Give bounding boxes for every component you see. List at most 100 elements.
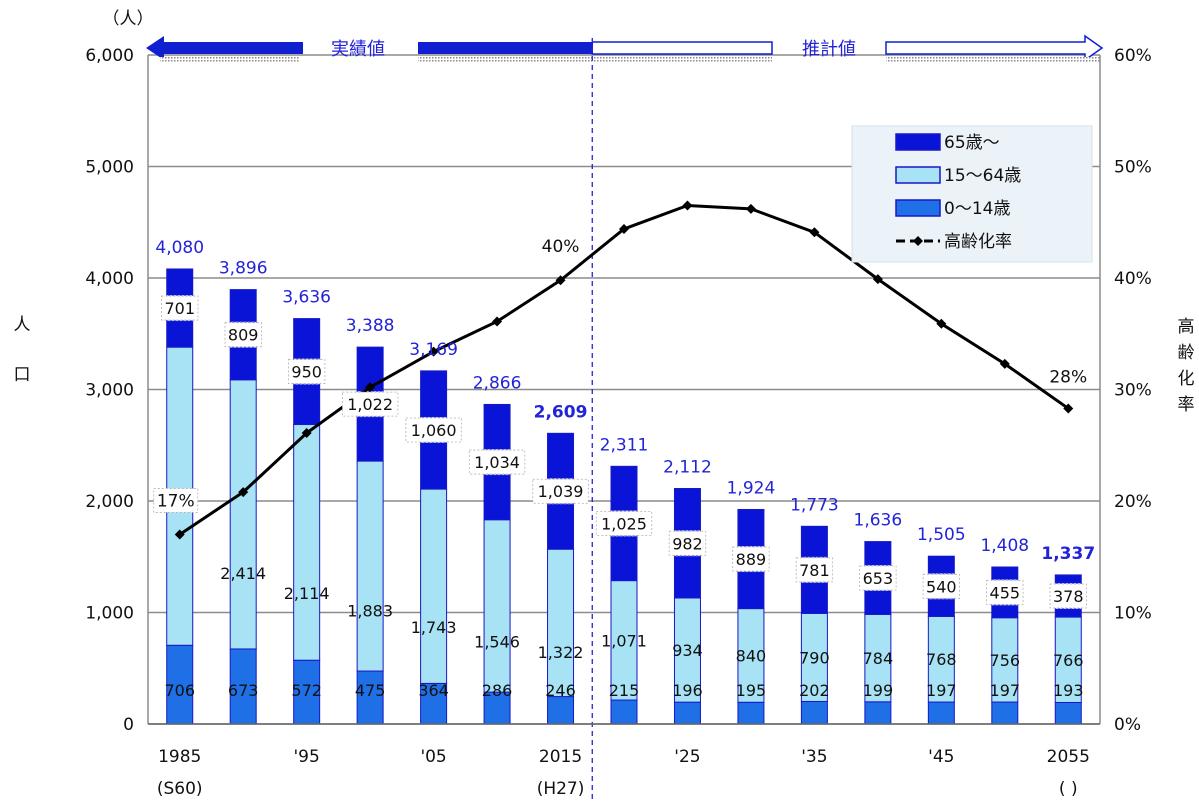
value-label-box — [468, 449, 526, 475]
y-right-tick-label: 0% — [1114, 715, 1141, 735]
total-label: 1,505 — [917, 525, 966, 545]
bar-0-14 — [991, 701, 1019, 725]
bar-0-14 — [1054, 701, 1082, 725]
value-label-65-plus: 982 — [672, 534, 703, 553]
value-label-65-plus: 653 — [863, 569, 894, 588]
x-tick-label: '25 — [674, 747, 700, 767]
total-label: 3,388 — [346, 316, 395, 336]
bar-15-64 — [483, 519, 511, 693]
y-right-axis-label: 化 — [1178, 369, 1195, 389]
bar-15-64 — [610, 580, 638, 701]
y-left-tick-label: 5,000 — [85, 158, 134, 178]
actual-arrow-bar — [418, 42, 593, 54]
bar-15-64 — [800, 612, 828, 702]
value-label-65-plus: 950 — [291, 363, 322, 382]
value-label-box — [1049, 583, 1087, 609]
rate-label-box — [153, 488, 199, 513]
bar-0-14 — [483, 691, 511, 725]
value-label-box — [595, 511, 653, 536]
bar-0-14 — [927, 701, 955, 725]
x-tick-label: '95 — [294, 747, 320, 767]
period-arrows: 実績値 推計値 — [146, 34, 1104, 63]
legend-swatch — [895, 199, 941, 217]
rate-label: 40% — [542, 237, 580, 257]
value-label-15-64: 768 — [926, 650, 957, 669]
value-labels: 706 701 4,080 673 2,414 809 3,896 572 2,114 950 3,… — [153, 237, 1095, 700]
value-label-15-64: 1,546 — [474, 632, 520, 651]
value-label-box — [288, 359, 326, 384]
value-label-15-64: 2,414 — [220, 564, 266, 583]
y-right-axis-label: 高 — [1178, 317, 1195, 337]
value-label-65-plus: 1,022 — [347, 395, 393, 414]
value-label-65-plus: 781 — [799, 561, 830, 580]
y-right-tick-label: 40% — [1114, 269, 1152, 289]
legend-swatch — [895, 166, 941, 184]
value-label-0-14: 195 — [736, 681, 767, 700]
value-label-65-plus: 1,025 — [601, 514, 647, 533]
value-label-box — [859, 565, 897, 591]
aging-rate-marker — [1063, 403, 1074, 414]
bar-15-64 — [547, 548, 575, 698]
bar-0-14 — [610, 699, 638, 725]
total-label: 3,636 — [282, 288, 331, 308]
value-label-15-64: 934 — [672, 641, 703, 660]
total-label: 1,773 — [790, 495, 839, 515]
legend-label: 0〜14歳 — [944, 199, 1010, 219]
value-label-65-plus: 701 — [164, 299, 195, 318]
actual-label: 実績値 — [331, 39, 385, 60]
value-label-0-14: 202 — [799, 681, 830, 700]
aging-rate-line — [174, 200, 1074, 540]
y-left-axis-label: 口 — [14, 365, 31, 385]
value-label-box — [668, 530, 707, 556]
y-left-tick-label: 0 — [123, 715, 134, 735]
total-label: 1,636 — [854, 511, 903, 531]
value-label-65-plus: 1,039 — [538, 482, 584, 501]
aging-rate-marker — [999, 358, 1010, 369]
aging-rate-marker — [555, 275, 566, 286]
value-label-15-64: 784 — [863, 649, 894, 668]
value-label-box — [405, 417, 462, 443]
value-label-0-14: 475 — [355, 681, 386, 700]
legend-box — [851, 125, 1093, 263]
bar-0-14 — [420, 682, 448, 725]
value-label-15-64: 1,743 — [411, 618, 457, 637]
value-label-0-14: 193 — [1053, 681, 1084, 700]
total-label: 3,896 — [219, 259, 268, 279]
x-tick-label: '05 — [420, 747, 446, 767]
value-label-65-plus: 889 — [736, 550, 767, 569]
x-tick-label: '35 — [801, 747, 827, 767]
bar-0-14 — [673, 701, 701, 725]
bar-0-14 — [229, 648, 257, 725]
total-label: 2,866 — [473, 373, 522, 393]
total-label: 2,311 — [600, 435, 649, 455]
x-tick-label: '45 — [928, 747, 954, 767]
y-left-tick-label: 2,000 — [85, 492, 134, 512]
value-label-0-14: 215 — [609, 681, 640, 700]
bar-0-14 — [356, 670, 384, 725]
value-label-65-plus: 1,034 — [474, 453, 520, 472]
value-label-65-plus: 378 — [1053, 587, 1084, 606]
bar-15-64 — [420, 488, 448, 684]
bar-15-64 — [229, 379, 257, 650]
projected-label: 推計値 — [802, 39, 856, 60]
y-left-tick-label: 1,000 — [85, 604, 134, 624]
aging-rate-marker — [872, 274, 883, 285]
aging-rate-marker — [238, 487, 249, 498]
total-label: 2,112 — [663, 458, 712, 478]
value-label-box — [732, 546, 770, 572]
value-label-0-14: 246 — [545, 681, 576, 700]
value-label-0-14: 197 — [990, 681, 1021, 700]
total-label: 4,080 — [155, 238, 204, 258]
axes: 0 1,000 2,000 3,000 4,000 5,000 6,000 （人） 人口 0% 10… — [14, 9, 1195, 799]
legend-line-marker — [913, 236, 923, 246]
aging-rate-marker — [619, 223, 629, 234]
bar-15-64 — [293, 424, 321, 661]
bar-15-64 — [356, 460, 384, 672]
value-label-15-64: 2,114 — [284, 584, 330, 603]
actual-arrow-head — [146, 36, 303, 60]
value-label-0-14: 197 — [926, 681, 957, 700]
bar-0-14 — [864, 701, 892, 725]
value-label-65-plus: 1,060 — [411, 421, 457, 440]
y-left-tick-label: 3,000 — [85, 381, 134, 401]
